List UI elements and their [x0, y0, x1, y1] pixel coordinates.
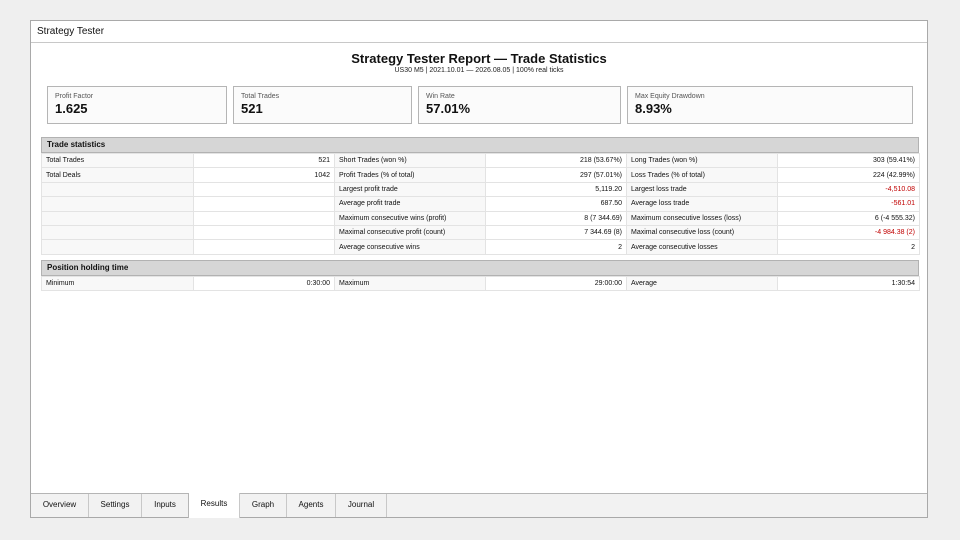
cell-label: Average — [626, 275, 778, 292]
cell-label: Largest profit trade — [334, 181, 486, 198]
cell-label: Maximal consecutive profit (count) — [334, 224, 486, 241]
cell-value: 224 (42.99%) — [777, 167, 920, 183]
cell-value: -4,510.08 — [777, 181, 920, 198]
holding-time-table: Minimum 0:30:00 Maximum 29:00:00 Average… — [41, 275, 920, 292]
cell-label — [41, 239, 194, 255]
cell-value: 297 (57.01%) — [485, 167, 627, 183]
cell-label — [41, 210, 194, 226]
cell-label — [41, 181, 194, 198]
table-row: Minimum 0:30:00 Maximum 29:00:00 Average… — [41, 275, 920, 292]
holding-time-section: Position holding time Minimum 0:30:00 Ma… — [41, 260, 920, 292]
cell-label: Average profit trade — [334, 196, 486, 212]
tab-overview[interactable]: Overview — [31, 494, 89, 517]
report-title: Strategy Tester Report — Trade Statistic… — [351, 51, 607, 66]
cell-value: -4 984.38 (2) — [777, 224, 920, 241]
table-row: Maximum consecutive wins (profit) 8 (7 34… — [41, 210, 920, 226]
cell-value — [193, 224, 335, 241]
cell-label: Largest loss trade — [626, 181, 778, 198]
summary-cards: Profit Factor 1.625 Total Trades 521 Win… — [47, 86, 913, 124]
card-profit-factor: Profit Factor 1.625 — [47, 86, 227, 124]
table-row: Total Trades 521 Short Trades (won %) 218 (… — [41, 152, 920, 169]
cell-value: 2 — [485, 239, 627, 255]
cell-label — [41, 224, 194, 241]
report-subtitle: US30 M5 | 2021.10.01 — 2026.08.05 | 100%… — [394, 67, 564, 74]
card-total-trades: Total Trades 521 — [233, 86, 412, 124]
cell-value: 1042 — [193, 167, 335, 183]
card-value: 8.93% — [635, 101, 672, 116]
cell-value — [193, 239, 335, 255]
cell-label: Maximal consecutive loss (count) — [626, 224, 778, 241]
tab-journal[interactable]: Journal — [336, 494, 387, 517]
table-row: Average consecutive wins 2 Average consecu… — [41, 239, 920, 255]
card-label: Max Equity Drawdown — [635, 93, 705, 100]
cell-value: 0:30:00 — [193, 275, 335, 292]
cell-value: 1:30:54 — [777, 275, 920, 292]
cell-value: 29:00:00 — [485, 275, 627, 292]
tab-graph[interactable]: Graph — [240, 494, 287, 517]
cell-label: Minimum — [41, 275, 194, 292]
cell-value: 7 344.69 (8) — [485, 224, 627, 241]
card-max-drawdown: Max Equity Drawdown 8.93% — [627, 86, 913, 124]
section-header: Trade statistics — [41, 137, 919, 153]
cell-value: 687.50 — [485, 196, 627, 212]
cell-label: Maximum consecutive losses (loss) — [626, 210, 778, 226]
cell-value: 8 (7 344.69) — [485, 210, 627, 226]
section-header: Position holding time — [41, 260, 919, 276]
cell-value — [193, 210, 335, 226]
table-row: Largest profit trade 5,119.20 Largest loss… — [41, 181, 920, 198]
cell-label: Short Trades (won %) — [334, 152, 486, 169]
table-row: Total Deals 1042 Profit Trades (% of total… — [41, 167, 920, 183]
window-title: Strategy Tester — [31, 21, 927, 43]
table-row: Maximal consecutive profit (count) 7 344.… — [41, 224, 920, 241]
cell-label: Average loss trade — [626, 196, 778, 212]
card-win-rate: Win Rate 57.01% — [418, 86, 621, 124]
cell-value: 2 — [777, 239, 920, 255]
cell-value: 521 — [193, 152, 335, 169]
cell-value: 218 (53.67%) — [485, 152, 627, 169]
cell-label: Profit Trades (% of total) — [334, 167, 486, 183]
trade-statistics-table: Total Trades 521 Short Trades (won %) 218 (… — [41, 152, 920, 255]
cell-label: Maximum consecutive wins (profit) — [334, 210, 486, 226]
cell-value: 303 (59.41%) — [777, 152, 920, 169]
card-value: 1.625 — [55, 101, 88, 116]
cell-label — [41, 196, 194, 212]
tab-agents[interactable]: Agents — [287, 494, 336, 517]
cell-value: 5,119.20 — [485, 181, 627, 198]
tab-settings[interactable]: Settings — [89, 494, 142, 517]
tab-inputs[interactable]: Inputs — [142, 494, 189, 517]
cell-value: 6 (-4 555.32) — [777, 210, 920, 226]
cell-value — [193, 181, 335, 198]
cell-label: Long Trades (won %) — [626, 152, 778, 169]
cell-value — [193, 196, 335, 212]
tab-bar: Overview Settings Inputs Results Graph A… — [31, 493, 927, 518]
card-value: 521 — [241, 101, 263, 116]
cell-label: Maximum — [334, 275, 486, 292]
card-label: Win Rate — [426, 93, 455, 100]
cell-label: Average consecutive losses — [626, 239, 778, 255]
trade-statistics-section: Trade statistics Total Trades 521 Short Tr… — [41, 137, 920, 255]
card-label: Profit Factor — [55, 93, 94, 100]
card-label: Total Trades — [241, 93, 280, 100]
cell-label: Total Deals — [41, 167, 194, 183]
cell-label: Average consecutive wins — [334, 239, 486, 255]
card-value: 57.01% — [426, 101, 471, 116]
cell-value: -561.01 — [777, 196, 920, 212]
tab-results[interactable]: Results — [188, 493, 240, 518]
table-row: Average profit trade 687.50 Average loss t… — [41, 196, 920, 212]
strategy-tester-window: Strategy Tester Strategy Tester Report —… — [30, 20, 928, 518]
cell-label: Loss Trades (% of total) — [626, 167, 778, 183]
cell-label: Total Trades — [41, 152, 194, 169]
